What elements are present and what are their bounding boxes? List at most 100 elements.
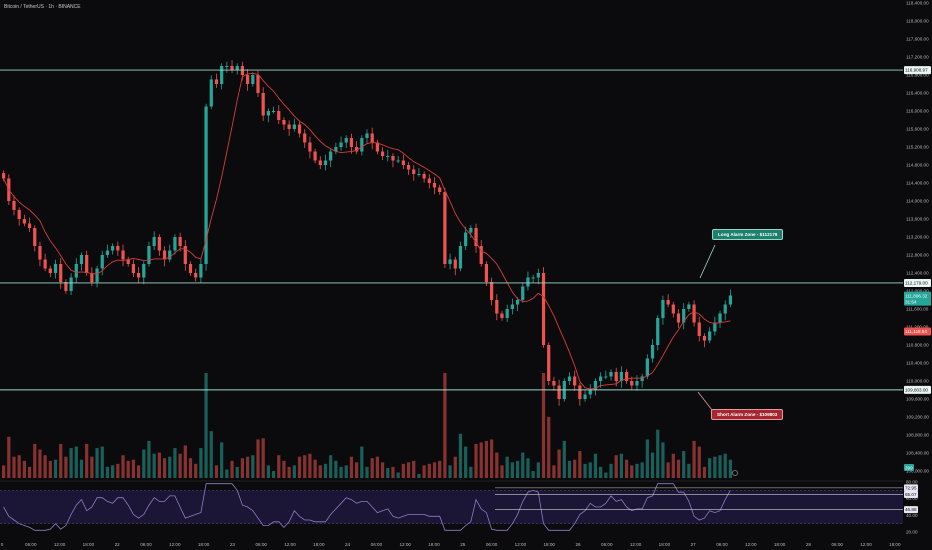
candle [121,250,125,260]
volume-bar [157,452,161,478]
candle [656,318,660,345]
volume-bar [526,458,530,478]
zone-level-tag [904,278,931,287]
volume-bar [708,458,712,478]
candle [619,372,624,381]
volume-bar [593,453,598,478]
candle [458,246,463,269]
volume-bar [443,373,447,478]
candle [59,264,63,282]
time-axis-label: 12:00 [515,542,527,547]
candle [194,273,198,278]
price-tick-label: 110,800.00 [906,343,929,348]
candle [464,232,468,246]
candle [515,300,520,305]
volume-bar [266,465,270,478]
candle [702,336,707,341]
candle [380,151,385,156]
time-axis-label: 25 [460,542,466,547]
candle [33,228,37,246]
candle [708,331,712,341]
candle [53,264,58,273]
volume-bar [235,466,239,478]
candle [157,237,161,251]
volume-bar [116,463,120,478]
candle [271,111,276,112]
price-tick-label: 110,000.00 [906,379,929,384]
volume-bar [204,373,208,478]
volume-bar [225,469,229,478]
candle [313,151,317,161]
time-axis-label: 18:00 [889,542,901,547]
volume-bar [552,465,556,478]
price-tick-label: 109,600.00 [906,397,929,402]
price-tick-label: 113,600.00 [906,217,929,222]
candle [406,165,411,170]
volume-bar [334,460,338,478]
volume-bar [173,448,177,478]
volume-bar [136,465,141,478]
volume-bar [650,452,655,478]
candle [168,250,172,260]
candle [173,237,177,251]
volume-bar [64,456,68,478]
time-axis-label: 06:00 [140,542,152,547]
volume-bar [111,465,115,478]
volume-bar [7,436,11,478]
time-axis-label: 06:00 [371,542,383,547]
time-axis-label: 24 [345,542,351,547]
candle [303,133,307,143]
rsi-tick-label: 60.00 [906,496,918,501]
candle [624,372,629,381]
volume-bar [370,458,374,478]
time-axis-label: 12:00 [745,542,757,547]
price-tick-label: 111,200.00 [906,325,929,330]
volume-bar [448,465,452,478]
candle [474,228,478,246]
price-tick-label: 109,200.00 [906,415,929,420]
chart-title: Bitcoin / TetherUS · 1h · BINANCE [4,4,81,10]
time-axis-label: 12:00 [284,542,296,547]
candle [360,138,364,152]
volume-bar [619,453,624,478]
volume-bar [2,465,6,478]
candle [147,246,151,264]
candle [318,160,322,165]
volume-bar [292,465,296,478]
candle [547,345,551,381]
volume-bar [251,455,255,478]
volume-bar [79,459,84,478]
volume-bar [505,456,509,478]
price-tick-label: 116,800.00 [906,73,929,78]
volume-bar [380,462,385,478]
candle [443,192,447,264]
time-axis-label: 23 [230,542,236,547]
time-axis-label: 06:00 [255,542,267,547]
volume-bar [458,433,463,478]
volume-bar [671,453,675,478]
volume-bar [661,442,665,478]
rsi-tick-label: 20.00 [906,530,918,535]
volume-bar [126,460,130,478]
candle [230,66,234,71]
volume-bar [121,455,125,478]
candle [635,381,639,386]
time-axis-label: 12:00 [630,542,642,547]
candle [116,246,120,251]
time-axis-label: 12:00 [399,542,411,547]
volume-bar [567,460,572,478]
volume-bar [676,459,681,478]
volume-bar [282,460,286,478]
volume-bar [718,455,722,478]
candle [676,313,681,323]
candle [552,381,556,386]
volume-bar [656,429,660,478]
volume-bar [308,453,312,478]
rsi-tag [904,484,918,492]
volume-bar [578,451,582,478]
volume-bar [510,462,514,478]
rsi-band [0,490,903,524]
candle [630,381,634,386]
volume-bar [329,455,333,478]
